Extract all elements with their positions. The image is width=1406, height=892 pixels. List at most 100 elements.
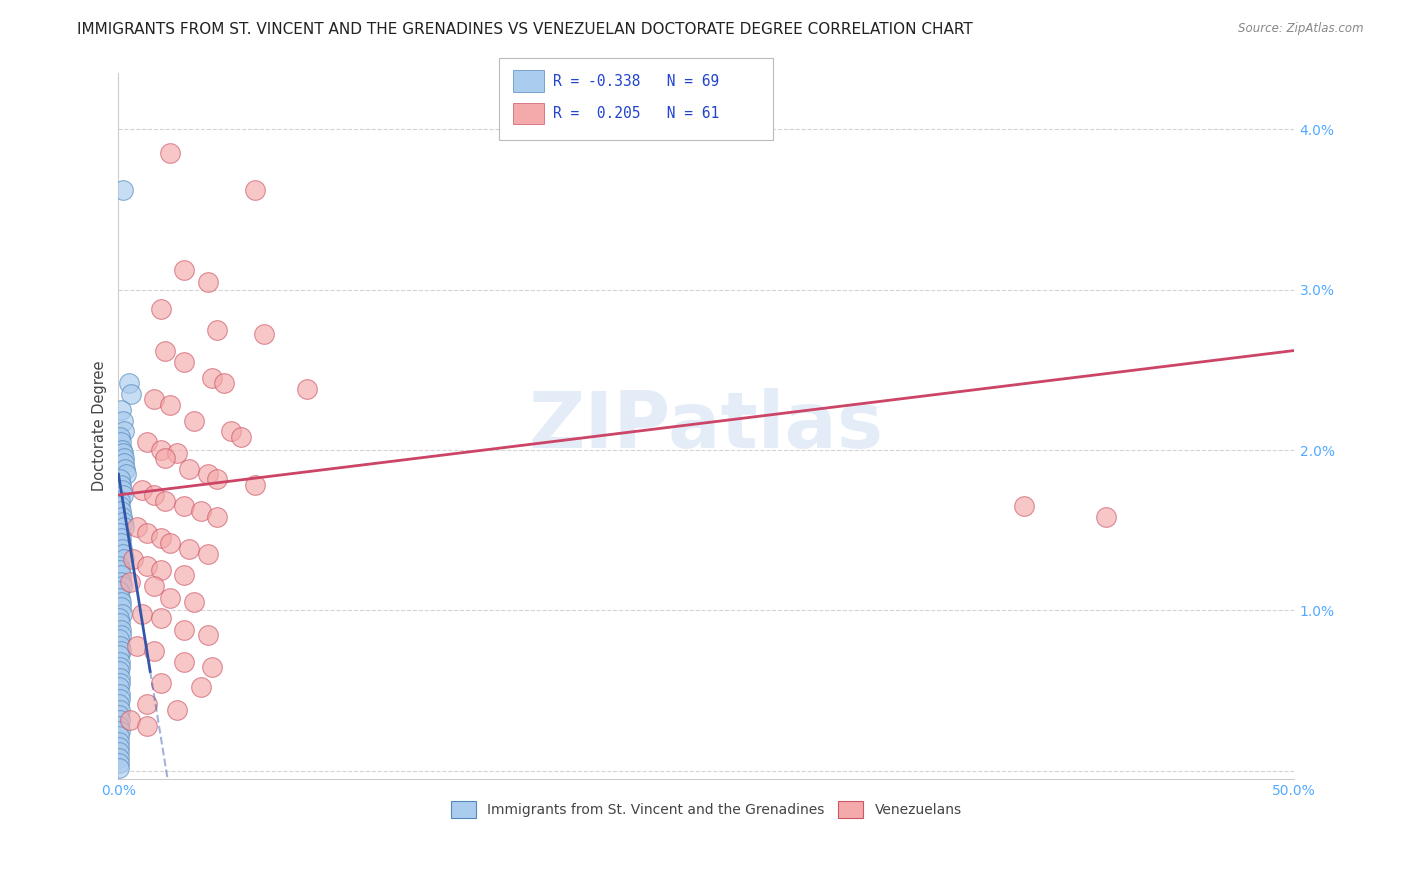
- Point: [111, 607, 134, 621]
- Point: [1095, 510, 1118, 524]
- Point: [110, 536, 132, 550]
- Point: [173, 355, 195, 369]
- Point: [110, 595, 132, 609]
- Point: [121, 552, 143, 566]
- Point: [159, 591, 181, 605]
- Point: [142, 643, 165, 657]
- Point: [159, 398, 181, 412]
- Point: [295, 382, 318, 396]
- Point: [142, 392, 165, 406]
- Point: [111, 414, 134, 428]
- Point: [110, 623, 132, 637]
- Point: [108, 729, 131, 743]
- Point: [108, 526, 131, 541]
- Point: [183, 414, 205, 428]
- Text: R =  0.205   N = 61: R = 0.205 N = 61: [553, 106, 718, 120]
- Point: [111, 542, 134, 557]
- Point: [110, 574, 132, 589]
- Point: [135, 435, 157, 450]
- Point: [110, 568, 132, 582]
- Point: [149, 531, 172, 545]
- Point: [110, 675, 132, 690]
- Point: [190, 681, 212, 695]
- Point: [108, 687, 131, 701]
- Point: [108, 558, 131, 573]
- Point: [205, 323, 228, 337]
- Point: [110, 435, 132, 450]
- Point: [114, 462, 136, 476]
- Point: [108, 563, 131, 577]
- Point: [183, 595, 205, 609]
- Point: [173, 568, 195, 582]
- Point: [110, 430, 132, 444]
- Point: [253, 327, 276, 342]
- Point: [110, 627, 132, 641]
- Point: [112, 424, 135, 438]
- Point: [110, 659, 132, 673]
- Point: [201, 659, 224, 673]
- Legend: Immigrants from St. Vincent and the Grenadines, Venezuelans: Immigrants from St. Vincent and the Gren…: [444, 794, 969, 825]
- Point: [110, 504, 132, 518]
- Point: [112, 456, 135, 470]
- Point: [111, 183, 134, 197]
- Point: [111, 579, 134, 593]
- Point: [177, 542, 200, 557]
- Point: [110, 499, 132, 513]
- Point: [108, 713, 131, 727]
- Point: [110, 403, 132, 417]
- Point: [155, 343, 177, 358]
- Point: [108, 719, 131, 733]
- Point: [142, 488, 165, 502]
- Point: [120, 387, 142, 401]
- Point: [108, 632, 131, 647]
- Point: [118, 376, 141, 390]
- Point: [108, 735, 131, 749]
- Point: [108, 723, 131, 738]
- Point: [127, 639, 149, 653]
- Point: [142, 579, 165, 593]
- Point: [190, 504, 212, 518]
- Point: [173, 623, 195, 637]
- Point: [110, 478, 132, 492]
- Point: [173, 655, 195, 669]
- Point: [108, 756, 131, 770]
- Point: [108, 616, 131, 631]
- Point: [108, 671, 131, 685]
- Point: [108, 584, 131, 599]
- Point: [205, 472, 228, 486]
- Point: [131, 483, 153, 497]
- Point: [221, 424, 243, 438]
- Point: [127, 520, 149, 534]
- Point: [108, 697, 131, 711]
- Point: [111, 515, 134, 529]
- Text: ZIPatlas: ZIPatlas: [529, 388, 884, 464]
- Point: [108, 703, 131, 717]
- Point: [197, 627, 219, 641]
- Point: [111, 547, 134, 561]
- Point: [108, 739, 131, 754]
- Point: [110, 691, 132, 706]
- Point: [108, 707, 131, 722]
- Point: [120, 574, 142, 589]
- Point: [108, 681, 131, 695]
- Point: [108, 751, 131, 765]
- Point: [155, 494, 177, 508]
- Text: IMMIGRANTS FROM ST. VINCENT AND THE GRENADINES VS VENEZUELAN DOCTORATE DEGREE CO: IMMIGRANTS FROM ST. VINCENT AND THE GREN…: [77, 22, 973, 37]
- Point: [131, 607, 153, 621]
- Point: [149, 611, 172, 625]
- Point: [173, 499, 195, 513]
- Point: [108, 639, 131, 653]
- Point: [110, 531, 132, 545]
- Point: [115, 467, 138, 481]
- Point: [111, 483, 134, 497]
- Point: [205, 510, 228, 524]
- Y-axis label: Doctorate Degree: Doctorate Degree: [93, 360, 107, 491]
- Point: [197, 547, 219, 561]
- Point: [111, 488, 134, 502]
- Point: [120, 713, 142, 727]
- Point: [108, 761, 131, 775]
- Point: [243, 478, 266, 492]
- Point: [112, 450, 135, 465]
- Point: [108, 655, 131, 669]
- Point: [108, 648, 131, 663]
